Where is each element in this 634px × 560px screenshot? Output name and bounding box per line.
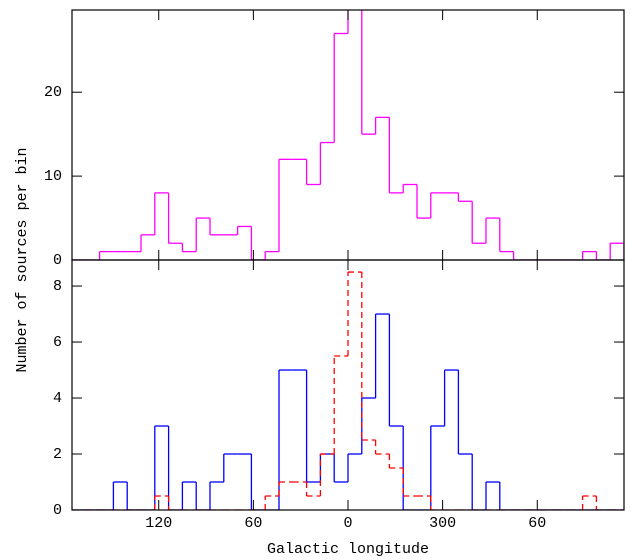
x-axis-label: Galactic longitude	[267, 541, 429, 558]
x-tick-label: 60	[528, 515, 546, 532]
x-tick-label: 300	[429, 515, 456, 532]
y-tick-label: 8	[53, 278, 62, 295]
y-tick-label: 20	[44, 84, 62, 101]
x-tick-label: 0	[343, 515, 352, 532]
plot-area	[72, 10, 624, 260]
y-tick-label: 0	[53, 502, 62, 519]
y-tick-label: 4	[53, 390, 62, 407]
y-tick-label: 10	[44, 168, 62, 185]
x-tick-label: 120	[145, 515, 172, 532]
plot-area	[72, 271, 624, 510]
y-tick-label: 2	[53, 446, 62, 463]
y-tick-label: 6	[53, 334, 62, 351]
y-tick-label: 0	[53, 252, 62, 269]
y-axis-label: Number of sources per bin	[14, 147, 31, 372]
x-tick-label: 60	[244, 515, 262, 532]
